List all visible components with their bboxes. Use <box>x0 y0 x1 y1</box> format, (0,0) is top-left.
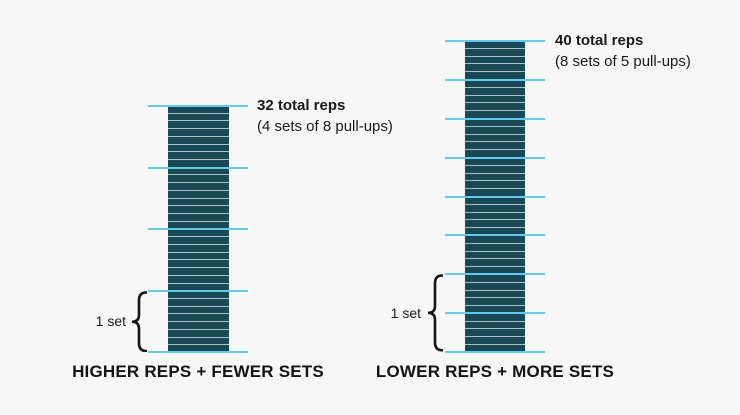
rep-segment <box>168 106 229 113</box>
rep-segment <box>168 190 229 198</box>
rep-segment <box>465 235 525 243</box>
rep-segment <box>168 252 229 260</box>
sets-breakdown: (4 sets of 8 pull-ups) <box>257 118 393 135</box>
rep-segment <box>168 268 229 275</box>
one-set-brace-icon <box>427 274 443 352</box>
rep-segment <box>168 198 229 206</box>
rep-segment <box>465 282 525 290</box>
rep-segment <box>465 274 525 282</box>
rep-segment <box>168 283 229 291</box>
rep-segment <box>465 48 525 56</box>
rep-segment <box>465 313 525 321</box>
rep-segment <box>465 306 525 313</box>
rep-segment <box>465 228 525 235</box>
rep-segment <box>465 298 525 306</box>
rep-segment <box>168 337 229 345</box>
set-divider-line <box>148 351 248 353</box>
rep-segment <box>465 87 525 95</box>
rep-segment <box>465 290 525 298</box>
rep-segment <box>168 306 229 314</box>
set-divider-line <box>445 195 545 198</box>
total-reps-value: 40 total reps <box>555 32 644 49</box>
set-divider-line <box>148 166 248 169</box>
set-divider-line <box>445 117 545 120</box>
rep-segment <box>465 150 525 157</box>
rep-segment <box>168 322 229 329</box>
rep-segment <box>465 72 525 79</box>
rep-segment <box>168 314 229 322</box>
rep-segment <box>465 196 525 204</box>
rep-segment <box>168 221 229 229</box>
rep-segment <box>465 41 525 48</box>
set-divider-line <box>148 289 248 292</box>
rep-segment <box>465 251 525 259</box>
rep-segment <box>168 237 229 244</box>
rep-segment <box>465 267 525 274</box>
rep-segment <box>168 275 229 283</box>
sets-breakdown: (8 sets of 5 pull-ups) <box>555 53 691 70</box>
rep-segment <box>168 113 229 121</box>
rep-segment <box>465 345 525 352</box>
set-divider-line <box>445 78 545 81</box>
set-label: 1 set <box>95 313 126 330</box>
rep-segment <box>465 321 525 329</box>
rep-segment <box>168 121 229 129</box>
rep-segment <box>168 152 229 160</box>
one-set-brace-icon <box>131 290 147 352</box>
rep-segment <box>465 79 525 87</box>
set-divider-line <box>445 312 545 315</box>
set-divider-line <box>445 273 545 276</box>
set-divider-line <box>445 40 545 42</box>
rep-segment <box>465 220 525 228</box>
rep-segment <box>168 206 229 214</box>
rep-segment <box>168 144 229 152</box>
rep-segment <box>168 136 229 144</box>
rep-segment <box>168 229 229 237</box>
rep-segment <box>168 214 229 221</box>
set-divider-line <box>445 234 545 237</box>
rep-segment <box>465 64 525 72</box>
rep-segment <box>465 243 525 251</box>
set-divider-line <box>148 105 248 107</box>
set-divider-line <box>445 156 545 159</box>
total-reps-annotation: 32 total reps (4 sets of 8 pull-ups) <box>257 95 393 137</box>
rep-segment <box>465 337 525 345</box>
rep-segment <box>465 126 525 134</box>
rep-segment <box>465 329 525 337</box>
rep-segment <box>465 212 525 220</box>
rep-segment <box>168 260 229 268</box>
rep-segment <box>465 111 525 118</box>
rep-segment <box>168 129 229 136</box>
rep-segment <box>168 244 229 252</box>
rep-segment <box>168 167 229 175</box>
rep-segment <box>465 165 525 173</box>
set-label: 1 set <box>390 305 421 322</box>
rep-segment <box>465 142 525 150</box>
rep-segment <box>168 329 229 337</box>
column-caption: HIGHER REPS + FEWER SETS <box>72 362 324 381</box>
rep-segment <box>465 204 525 212</box>
rep-segment <box>465 259 525 267</box>
rep-segment <box>168 291 229 298</box>
column-caption: LOWER REPS + MORE SETS <box>375 362 615 381</box>
rep-segment <box>168 345 229 352</box>
rep-segment <box>465 103 525 111</box>
rep-segment <box>465 56 525 64</box>
rep-segment <box>465 189 525 196</box>
set-divider-line <box>148 228 248 230</box>
rep-segment <box>168 183 229 190</box>
set-divider-line <box>445 351 545 353</box>
rep-segment <box>168 298 229 306</box>
rep-segment <box>465 173 525 181</box>
rep-segment <box>465 134 525 142</box>
rep-segment <box>465 95 525 103</box>
rep-segment <box>168 175 229 183</box>
rep-segment <box>465 181 525 189</box>
total-reps-value: 32 total reps <box>257 97 346 114</box>
rep-segment <box>465 157 525 165</box>
rep-segment <box>168 160 229 167</box>
rep-segment <box>465 118 525 126</box>
total-reps-annotation: 40 total reps (8 sets of 5 pull-ups) <box>555 30 691 72</box>
